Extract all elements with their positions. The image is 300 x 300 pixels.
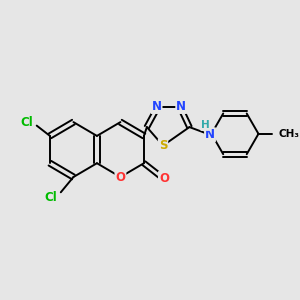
- Text: O: O: [116, 170, 125, 184]
- Text: N: N: [205, 128, 215, 141]
- Text: H: H: [201, 120, 210, 130]
- Text: N: N: [152, 100, 162, 113]
- Text: CH₃: CH₃: [279, 129, 300, 139]
- Text: O: O: [159, 172, 169, 185]
- Text: S: S: [159, 139, 167, 152]
- Text: Cl: Cl: [44, 191, 57, 204]
- Text: Cl: Cl: [20, 116, 33, 129]
- Text: N: N: [176, 100, 186, 113]
